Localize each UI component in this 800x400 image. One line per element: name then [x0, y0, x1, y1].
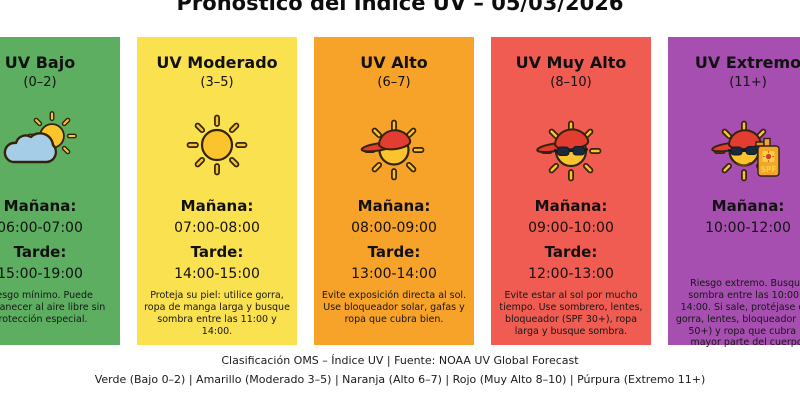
- page-title: Pronóstico del Índice UV – 05/03/2026: [176, 0, 624, 15]
- card-advice: Evite estar al sol por mucho tiempo. Use…: [499, 290, 643, 337]
- manana-label: Mañana:: [3, 197, 77, 215]
- manana-label: Mañana:: [534, 197, 608, 215]
- card-advice: Proteja su piel: utilice gorra, ropa de …: [144, 290, 290, 337]
- card-level: UV Alto: [360, 53, 428, 72]
- footer: Clasificación OMS – Índice UV | Fuente: …: [0, 354, 800, 386]
- sun-with-cap-sunglasses-and-spf-bottle-icon: SPF: [668, 95, 800, 195]
- tarde-time: 14:00-15:00: [174, 266, 260, 282]
- manana-time: 08:00-09:00: [351, 220, 437, 236]
- tarde-label: Tarde:: [367, 243, 421, 261]
- card-range: (6–7): [377, 75, 411, 90]
- sun-with-cap-icon: [314, 95, 474, 195]
- footer-legend: Verde (Bajo 0–2) | Amarillo (Moderado 3–…: [94, 373, 706, 386]
- uv-card-extremo: UV Extremo (11+): [668, 37, 800, 348]
- uv-card-muy-alto: UV Muy Alto (8–10): [491, 37, 651, 345]
- manana-label: Mañana:: [711, 197, 785, 215]
- card-advice: Evite exposición directa al sol. Use blo…: [321, 290, 467, 325]
- uv-card-bajo: UV Bajo (0–2) Mañana: 06:00-07:00 Tarde:…: [0, 37, 120, 345]
- svg-text:SPF: SPF: [760, 165, 776, 174]
- manana-time: 07:00-08:00: [174, 220, 260, 236]
- tarde-time: 15:00-19:00: [0, 266, 83, 282]
- manana-time: 10:00-12:00: [705, 220, 791, 236]
- card-level: UV Extremo: [694, 53, 800, 72]
- card-level: UV Bajo: [4, 53, 76, 72]
- card-advice: Riesgo extremo. Busque sombra entre las …: [675, 278, 800, 349]
- sun-with-cap-and-sunglasses-icon: [491, 95, 651, 195]
- footer-classification: Clasificación OMS – Índice UV | Fuente: …: [221, 354, 579, 367]
- tarde-time: 12:00-13:00: [528, 266, 614, 282]
- manana-label: Mañana:: [180, 197, 254, 215]
- card-range: (3–5): [200, 75, 234, 90]
- uv-card-alto: UV Alto (6–7) Mañana: 08:00-09:00 Tarde:…: [314, 37, 474, 345]
- card-advice: Riesgo mínimo. Puede permanecer al aire …: [0, 290, 106, 325]
- manana-time: 09:00-10:00: [528, 220, 614, 236]
- card-level: UV Muy Alto: [515, 53, 627, 72]
- uv-card-moderado: UV Moderado (3–5) Mañana: 07:00-08:00 Ta…: [137, 37, 297, 345]
- card-range: (11+): [729, 75, 767, 90]
- tarde-time: 13:00-14:00: [351, 266, 437, 282]
- sun-icon: [137, 95, 297, 195]
- tarde-label: Tarde:: [13, 243, 67, 261]
- card-level: UV Moderado: [156, 53, 278, 72]
- tarde-label: Tarde:: [544, 243, 598, 261]
- sun-behind-cloud-icon: [0, 95, 120, 195]
- card-range: (0–2): [23, 75, 57, 90]
- manana-label: Mañana:: [357, 197, 431, 215]
- card-range: (8–10): [550, 75, 592, 90]
- manana-time: 06:00-07:00: [0, 220, 83, 236]
- tarde-label: Tarde:: [190, 243, 244, 261]
